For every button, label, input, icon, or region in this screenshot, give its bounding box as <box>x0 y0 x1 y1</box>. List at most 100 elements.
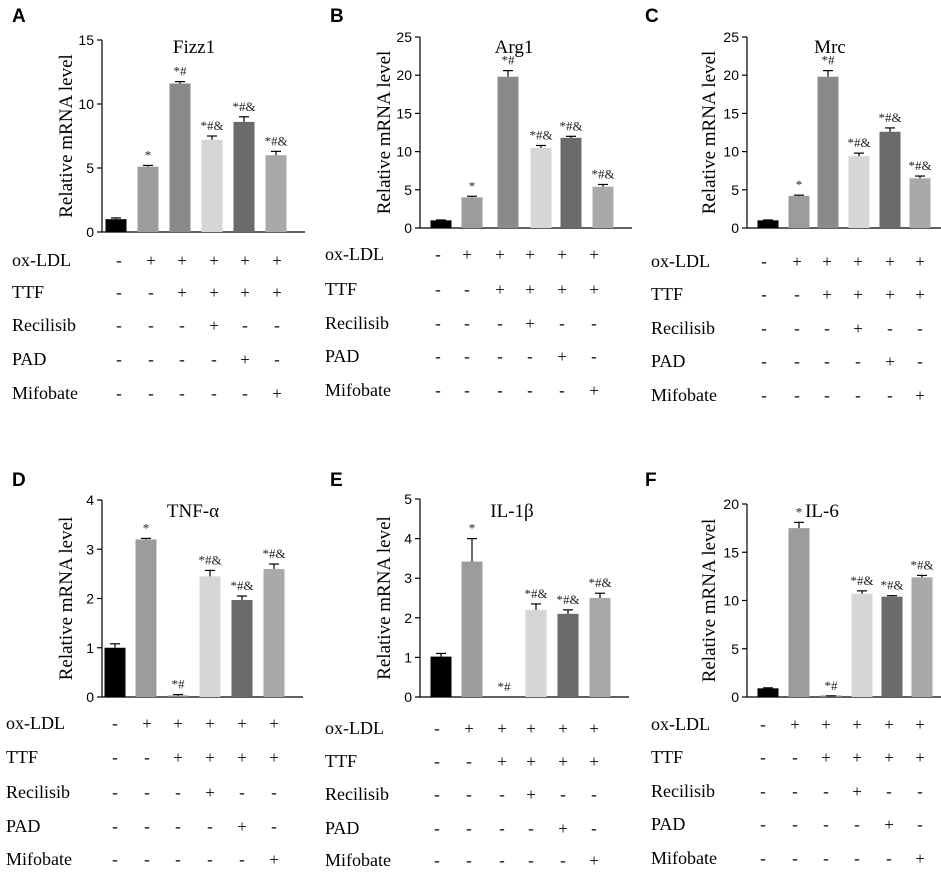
treatment-sign: - <box>824 386 830 405</box>
treatment-sign: - <box>591 314 597 333</box>
treatment-sign: + <box>915 252 925 271</box>
treatment-sign: + <box>558 819 568 838</box>
treatment-sign: - <box>148 350 154 369</box>
significance-label: *#& <box>529 127 552 142</box>
treatment-sign: - <box>239 850 245 869</box>
treatment-sign: - <box>179 350 185 369</box>
treatment-sign: - <box>855 352 861 371</box>
panel-E: E IL-1β Relative mRNA level 0 1 2 3 4 5 * *# *#& *#&… <box>325 470 629 870</box>
treatment-label: TTF <box>651 747 683 767</box>
significance-label: *#& <box>198 552 221 567</box>
panel-D: D TNF-α Relative mRNA level 0 1 2 3 4 * *# *#& *#& *… <box>6 470 303 869</box>
treatment-sign: - <box>466 752 472 771</box>
treatment-sign: - <box>464 381 470 400</box>
treatment-sign: - <box>112 783 118 802</box>
chart-title: Fizz1 <box>173 37 215 58</box>
treatment-label: PAD <box>651 814 685 834</box>
treatment-sign: + <box>821 715 831 734</box>
significance-label: *#& <box>910 557 933 572</box>
significance-label: *#& <box>908 158 931 173</box>
treatment-sign: - <box>917 352 923 371</box>
treatment-sign: - <box>148 384 154 403</box>
treatment-sign: - <box>760 748 766 767</box>
y-tick-label: 20 <box>723 496 739 512</box>
significance-label: *#& <box>588 575 611 590</box>
treatment-label: TTF <box>325 751 357 771</box>
treatment-sign: - <box>497 347 503 366</box>
treatment-sign: + <box>589 245 599 264</box>
treatment-sign: - <box>823 849 829 868</box>
treatment-sign: + <box>822 285 832 304</box>
y-axis-label: Relative mRNA level <box>699 51 720 215</box>
treatment-sign: - <box>434 752 440 771</box>
treatment-sign: - <box>464 347 470 366</box>
treatment-sign: - <box>175 850 181 869</box>
treatment-sign: + <box>237 748 247 767</box>
bar <box>104 647 126 697</box>
bar <box>589 598 611 697</box>
bar <box>497 76 519 228</box>
treatment-sign: + <box>853 285 863 304</box>
treatment-sign: - <box>823 782 829 801</box>
treatment-sign: - <box>144 748 150 767</box>
treatment-sign: - <box>591 785 597 804</box>
treatment-sign: - <box>792 849 798 868</box>
treatment-sign: + <box>557 347 567 366</box>
treatment-sign: + <box>525 280 535 299</box>
significance-label: * <box>469 178 476 193</box>
treatment-sign: + <box>557 245 567 264</box>
treatment-sign: - <box>760 849 766 868</box>
treatment-sign: + <box>558 719 568 738</box>
treatment-sign: + <box>497 719 507 738</box>
treatment-sign: + <box>885 352 895 371</box>
y-tick-label: 0 <box>731 689 739 705</box>
treatment-sign: + <box>821 748 831 767</box>
significance-label: *# <box>498 679 512 694</box>
treatment-sign: - <box>887 386 893 405</box>
treatment-sign: - <box>179 316 185 335</box>
treatment-sign: + <box>884 815 894 834</box>
treatment-label: PAD <box>6 816 40 836</box>
treatment-sign: - <box>242 384 248 403</box>
significance-label: * <box>469 521 476 536</box>
treatment-sign: - <box>112 850 118 869</box>
bar <box>851 593 873 697</box>
treatment-sign: - <box>211 350 217 369</box>
treatment-sign: - <box>116 316 122 335</box>
treatment-sign: - <box>148 316 154 335</box>
treatment-label: ox-LDL <box>12 250 71 270</box>
y-tick-label: 10 <box>396 144 412 160</box>
significance-label: *# <box>174 64 188 79</box>
treatment-sign: - <box>760 815 766 834</box>
treatment-sign: + <box>526 752 536 771</box>
treatment-sign: + <box>526 719 536 738</box>
treatment-sign: - <box>761 386 767 405</box>
treatment-sign: + <box>237 714 247 733</box>
treatment-sign: - <box>528 851 534 870</box>
treatment-label: Recilisib <box>651 318 715 338</box>
treatment-sign: - <box>761 285 767 304</box>
y-axis-label: Relative mRNA level <box>374 51 395 215</box>
y-tick-label: 25 <box>723 29 739 45</box>
treatment-sign: + <box>173 714 183 733</box>
treatment-sign: + <box>790 715 800 734</box>
treatment-sign: - <box>854 815 860 834</box>
y-tick-label: 15 <box>723 105 739 121</box>
y-tick-label: 15 <box>78 32 94 48</box>
bar <box>592 186 614 228</box>
y-axis-label: Relative mRNA level <box>56 54 77 218</box>
treatment-label: Mifobate <box>12 383 78 403</box>
treatment-sign: - <box>148 283 154 302</box>
treatment-sign: - <box>435 245 441 264</box>
y-axis-label: Relative mRNA level <box>374 516 395 680</box>
treatment-sign: + <box>269 748 279 767</box>
bar <box>788 195 810 228</box>
y-tick-label: 1 <box>86 640 94 656</box>
treatment-sign: + <box>205 748 215 767</box>
treatment-sign: + <box>173 748 183 767</box>
treatment-sign: + <box>142 714 152 733</box>
treatment-label: Mifobate <box>6 849 72 869</box>
treatment-label: Recilisib <box>12 315 76 335</box>
treatment-sign: - <box>242 316 248 335</box>
treatment-sign: + <box>177 251 187 270</box>
